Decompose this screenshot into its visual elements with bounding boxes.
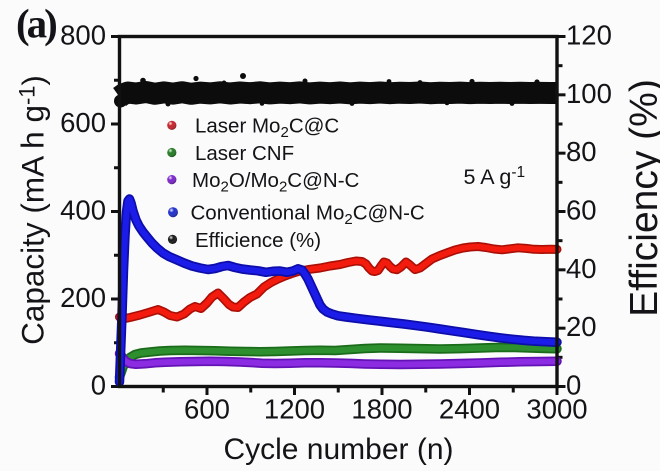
svg-text:600: 600 xyxy=(60,107,106,138)
svg-text:20: 20 xyxy=(566,311,597,342)
svg-text:0: 0 xyxy=(566,370,581,401)
svg-text:800: 800 xyxy=(60,20,106,51)
svg-text:400: 400 xyxy=(60,195,106,226)
svg-text:100: 100 xyxy=(566,78,612,109)
svg-text:1800: 1800 xyxy=(351,394,412,425)
svg-text:40: 40 xyxy=(566,253,597,284)
svg-text:80: 80 xyxy=(566,136,597,167)
svg-text:Laser Mo2C@C: Laser Mo2C@C xyxy=(195,115,339,142)
svg-text:0: 0 xyxy=(91,370,106,401)
svg-text:Cycle number (n): Cycle number (n) xyxy=(223,433,453,466)
svg-text:Mo2O/Mo2C@N-C: Mo2O/Mo2C@N-C xyxy=(192,169,360,196)
svg-text:120: 120 xyxy=(566,20,612,51)
svg-text:Laser CNF: Laser CNF xyxy=(195,142,294,165)
svg-text:600: 600 xyxy=(184,394,230,425)
svg-text:Conventional Mo2C@N-C: Conventional Mo2C@N-C xyxy=(191,202,425,229)
svg-text:Efficience (%): Efficience (%) xyxy=(195,229,321,252)
svg-text:Capacity (mA h g-1): Capacity (mA h g-1) xyxy=(15,75,51,345)
svg-text:3000: 3000 xyxy=(526,394,587,425)
svg-text:Efficiency (%): Efficiency (%) xyxy=(623,79,660,317)
svg-text:200: 200 xyxy=(60,282,106,313)
svg-text:1200: 1200 xyxy=(264,394,325,425)
svg-text:2400: 2400 xyxy=(439,394,500,425)
svg-text:60: 60 xyxy=(566,195,597,226)
svg-text:5 A g-1: 5 A g-1 xyxy=(464,164,526,189)
svg-text:(a): (a) xyxy=(16,1,56,47)
